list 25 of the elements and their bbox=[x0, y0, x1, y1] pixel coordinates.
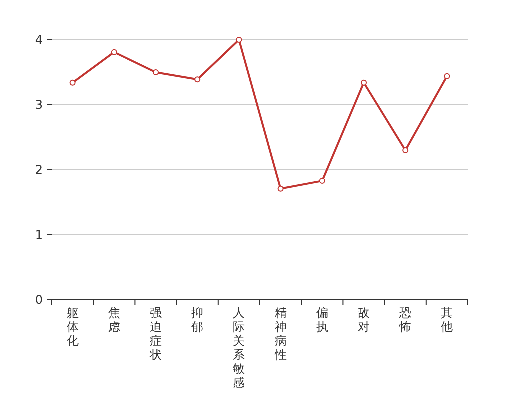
y-tick-label: 3 bbox=[35, 98, 43, 112]
point bbox=[444, 73, 450, 80]
point bbox=[70, 80, 76, 86]
y-tick-label: 2 bbox=[35, 163, 43, 177]
x-tick-label: 躯体化 bbox=[66, 306, 79, 348]
x-tick-label: 抑郁 bbox=[192, 306, 204, 334]
point bbox=[319, 178, 326, 184]
x-tick-label: 人际关系敏感 bbox=[233, 306, 246, 390]
x-tick-label: 强迫症状 bbox=[149, 306, 162, 362]
y-tick-label: 1 bbox=[35, 228, 43, 242]
point bbox=[236, 37, 242, 43]
x-tick-label: 偏执 bbox=[316, 306, 328, 334]
x-tick-label: 精神病性 bbox=[274, 306, 287, 362]
point bbox=[278, 186, 284, 192]
y-tick-label: 4 bbox=[35, 33, 43, 47]
point bbox=[153, 70, 159, 76]
point bbox=[194, 76, 201, 83]
x-tick-label: 焦虑 bbox=[108, 306, 120, 334]
x-tick-label: 恐怖 bbox=[398, 306, 412, 334]
x-tick-label: 敌对 bbox=[358, 306, 370, 334]
point bbox=[111, 49, 118, 56]
point bbox=[361, 80, 367, 86]
x-tick-label: 其他 bbox=[441, 306, 454, 334]
point bbox=[402, 148, 409, 154]
y-tick-label: 0 bbox=[35, 293, 43, 307]
